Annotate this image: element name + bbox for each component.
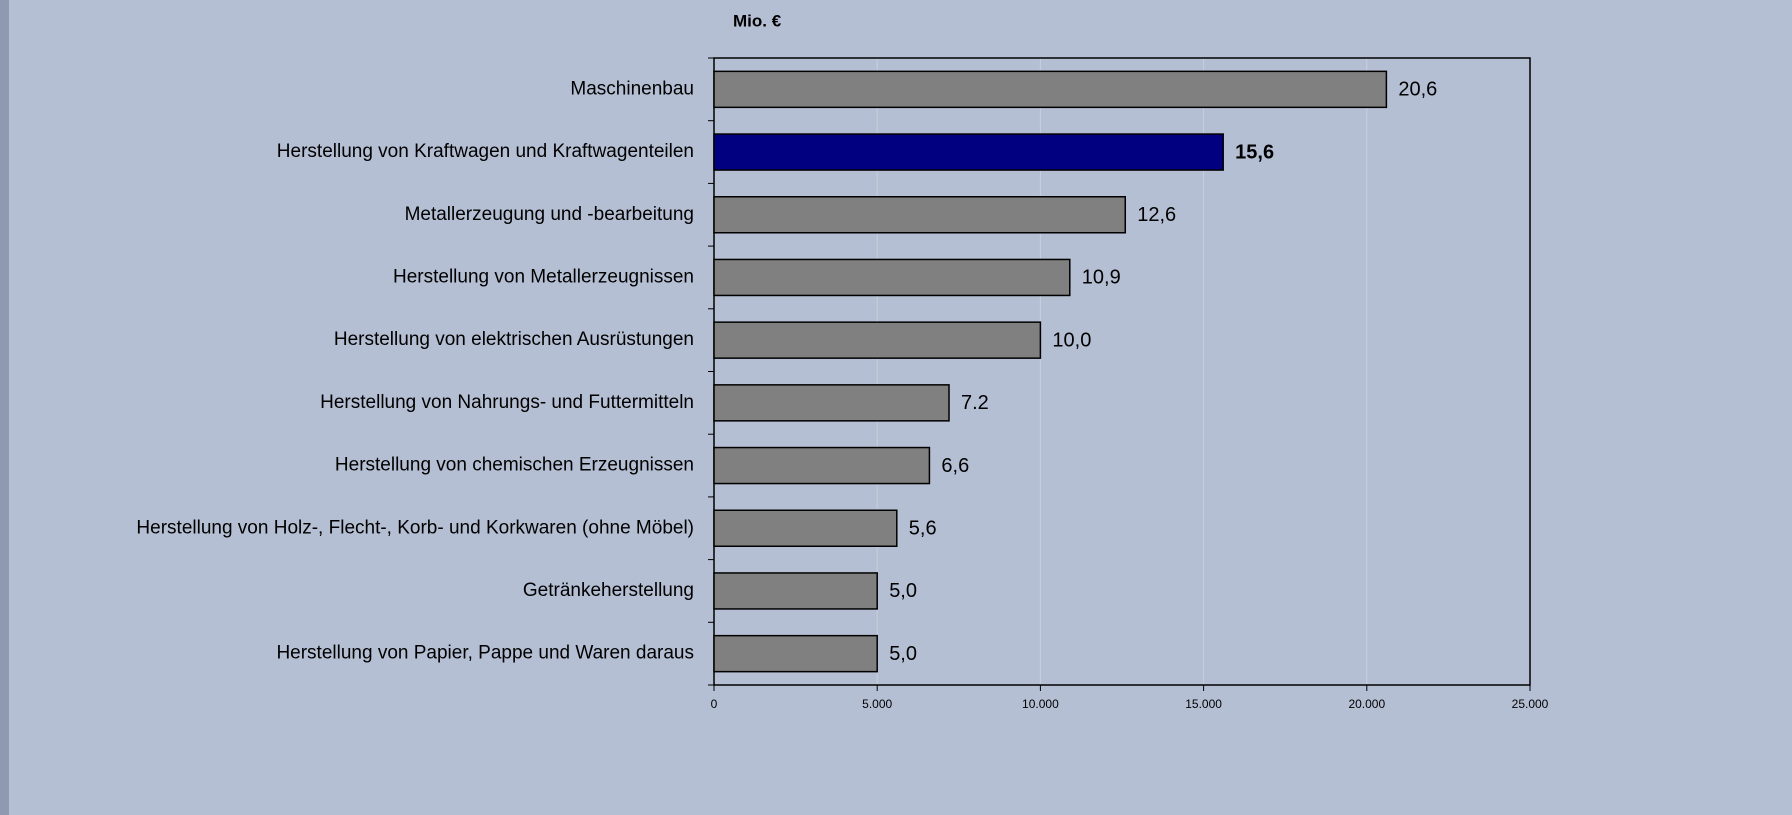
value-label: 6,6 (941, 455, 969, 477)
bar (713, 572, 878, 610)
y-tick-label: Getränkeherstellung (523, 580, 694, 601)
value-label: 10,9 (1082, 267, 1121, 289)
y-tick-label: Herstellung von elektrischen Ausrüstunge… (334, 329, 694, 350)
value-label: 5,6 (909, 518, 937, 540)
x-tick-label: 10.000 (1022, 697, 1059, 711)
bar (713, 196, 1127, 234)
bar (713, 321, 1042, 359)
bar (713, 384, 950, 422)
x-tick-label: 25.000 (1512, 697, 1549, 711)
value-label: 7.2 (961, 392, 989, 414)
bar (713, 133, 1224, 171)
x-tick-label: 0 (711, 697, 718, 711)
bar (713, 70, 1388, 109)
axis-label: Mio. € (733, 11, 782, 30)
y-tick-label: Herstellung von Holz-, Flecht-, Korb- un… (136, 517, 694, 538)
value-label: 12,6 (1137, 204, 1176, 226)
left-edge (0, 0, 9, 815)
value-label: 10,0 (1052, 329, 1091, 351)
value-label: 5,0 (889, 580, 917, 602)
bar (713, 509, 898, 547)
bar (713, 446, 931, 485)
y-tick-label: Herstellung von Metallerzeugnissen (393, 266, 694, 287)
y-tick-label: Metallerzeugung und -bearbeitung (405, 204, 694, 225)
value-label: 15,6 (1235, 141, 1274, 163)
bar (713, 258, 1071, 297)
value-label: 5,0 (889, 643, 917, 665)
bar (713, 634, 878, 673)
x-tick-label: 5.000 (862, 697, 892, 711)
y-tick-label: Herstellung von Papier, Pappe und Waren … (276, 643, 694, 664)
y-tick-label: Maschinenbau (570, 78, 694, 99)
value-label: 20,6 (1398, 79, 1437, 101)
y-tick-label: Herstellung von Nahrungs- und Futtermitt… (320, 392, 694, 413)
y-tick-label: Herstellung von chemischen Erzeugnissen (335, 455, 694, 476)
x-tick-label: 20.000 (1348, 697, 1385, 711)
x-tick-label: 15.000 (1185, 697, 1222, 711)
y-tick-label: Herstellung von Kraftwagen und Kraftwage… (277, 141, 694, 162)
